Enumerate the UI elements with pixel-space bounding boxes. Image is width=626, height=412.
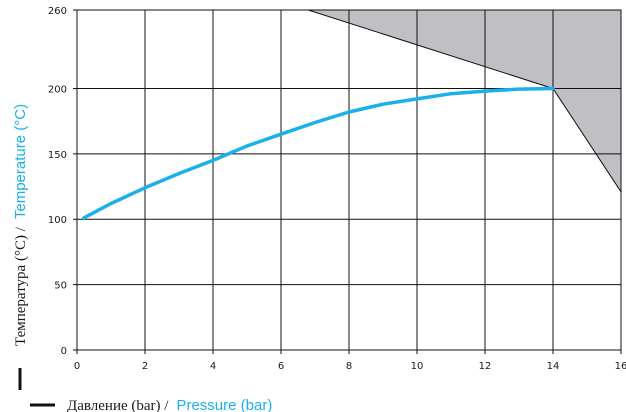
y-tick-label: 100 (48, 215, 67, 226)
x-tick-label: 6 (278, 361, 284, 372)
x-axis-label-en: Pressure (bar) (176, 397, 272, 412)
y-axis-label: Температура (°C) / Temperature (°C) (12, 104, 29, 346)
shaded-region (308, 9, 622, 194)
x-tick-label: 2 (142, 361, 148, 372)
x-tick-label: 0 (74, 361, 80, 372)
y-tick-label: 50 (54, 281, 67, 292)
temperature-curve (82, 86, 555, 220)
x-tick-label: 12 (479, 361, 492, 372)
x-axis-label-ru: Давление (bar) / (67, 398, 169, 412)
x-tick-label: 8 (346, 361, 352, 372)
y-axis-label-ru: Температура (°C) / (13, 226, 29, 346)
curve-layer (82, 86, 555, 220)
x-tick-label: 4 (210, 361, 216, 372)
shaded-region-layer (308, 9, 622, 194)
x-tick-label: 10 (411, 361, 424, 372)
y-tick-label: 150 (48, 150, 67, 161)
x-axis-label: Давление (bar) / Pressure (bar) (67, 397, 272, 412)
x-tick-label: 16 (615, 361, 626, 372)
x-tick-label: 14 (547, 361, 560, 372)
y-tick-label: 200 (48, 84, 67, 95)
tick-label-layer: 0 2 4 6 8 10 12 14 16 0 50 100 150 200 260 (48, 6, 626, 372)
y-tick-label: 260 (48, 6, 67, 17)
y-axis-label-en: Temperature (°C) (12, 104, 29, 219)
y-tick-label: 0 (61, 346, 67, 357)
